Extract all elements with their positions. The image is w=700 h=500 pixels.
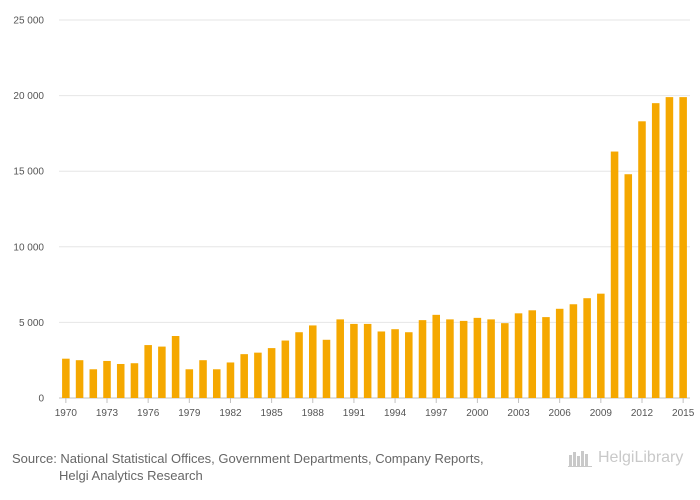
- bar: [391, 329, 399, 398]
- bar: [158, 346, 166, 398]
- x-tick-label: 1982: [219, 408, 242, 419]
- x-tick-label: 1988: [302, 408, 325, 419]
- source-line-1: Source: National Statistical Offices, Go…: [12, 451, 484, 466]
- x-tick-label: 1976: [137, 408, 160, 419]
- bar: [62, 358, 70, 398]
- x-tick-label: 1970: [55, 408, 78, 419]
- bar: [638, 121, 646, 398]
- bar: [103, 360, 111, 398]
- y-tick-label: 15 000: [13, 167, 44, 178]
- y-tick-label: 20 000: [13, 91, 44, 102]
- bar: [350, 323, 358, 398]
- x-tick-label: 2015: [672, 408, 695, 419]
- helgi-library-logo[interactable]: HelgiLibrary: [568, 449, 683, 467]
- bar: [199, 360, 207, 398]
- bar: [432, 314, 441, 398]
- x-tick-label: 2006: [549, 408, 572, 419]
- x-tick-label: 1985: [260, 408, 283, 419]
- bar: [651, 103, 660, 398]
- bar: [514, 313, 523, 398]
- x-tick-label: 2009: [590, 408, 613, 419]
- bar: [569, 304, 578, 398]
- bar: [144, 345, 152, 398]
- bar: [308, 325, 317, 398]
- y-tick-label: 0: [38, 394, 44, 405]
- bar: [665, 97, 674, 398]
- bar: [267, 348, 276, 398]
- bar: [171, 336, 180, 398]
- bar: [459, 320, 468, 398]
- bar: [624, 174, 633, 398]
- bar: [610, 151, 619, 398]
- bar: [446, 319, 454, 398]
- x-tick-label: 2000: [466, 408, 489, 419]
- x-tick-label: 2003: [507, 408, 530, 419]
- bar: [405, 332, 413, 398]
- source-note: Source: National Statistical Offices, Go…: [12, 450, 552, 484]
- bar: [185, 369, 194, 398]
- y-tick-label: 10 000: [13, 242, 44, 253]
- bar: [212, 369, 221, 398]
- bar-chart: 0 5 000 10 000 15 000 20 000 25 000 1970 1973 19…: [13, 16, 695, 420]
- x-tick-label: 1979: [178, 408, 201, 419]
- x-tick-label: 2012: [631, 408, 654, 419]
- bar: [555, 308, 564, 398]
- bar: [487, 319, 495, 398]
- y-tick-label: 5 000: [19, 318, 44, 329]
- y-tick-label: 25 000: [13, 16, 44, 27]
- bar: [322, 339, 331, 398]
- x-tick-label: 1991: [343, 408, 366, 419]
- source-line-2: Helgi Analytics Research: [59, 468, 203, 483]
- bar: [377, 331, 386, 398]
- bar: [418, 320, 427, 398]
- bar: [226, 362, 235, 398]
- bar: [240, 354, 248, 398]
- bar: [473, 317, 482, 398]
- bar: [597, 293, 605, 398]
- bar: [254, 352, 262, 398]
- x-tick-label: 1997: [425, 408, 448, 419]
- bar: [501, 323, 509, 398]
- bar: [542, 317, 550, 398]
- bar: [679, 97, 687, 398]
- bar: [295, 332, 303, 398]
- bar: [75, 360, 84, 398]
- bar: [130, 363, 139, 398]
- x-tick-label: 1994: [384, 408, 407, 419]
- bar: [583, 298, 591, 398]
- bar: [281, 340, 290, 398]
- library-icon: [568, 451, 592, 467]
- logo-text: HelgiLibrary: [598, 449, 684, 466]
- bar: [336, 319, 344, 398]
- bar: [528, 310, 537, 398]
- x-tick-label: 1973: [96, 408, 119, 419]
- bar: [116, 363, 125, 398]
- bar: [89, 369, 98, 398]
- bar: [363, 323, 372, 398]
